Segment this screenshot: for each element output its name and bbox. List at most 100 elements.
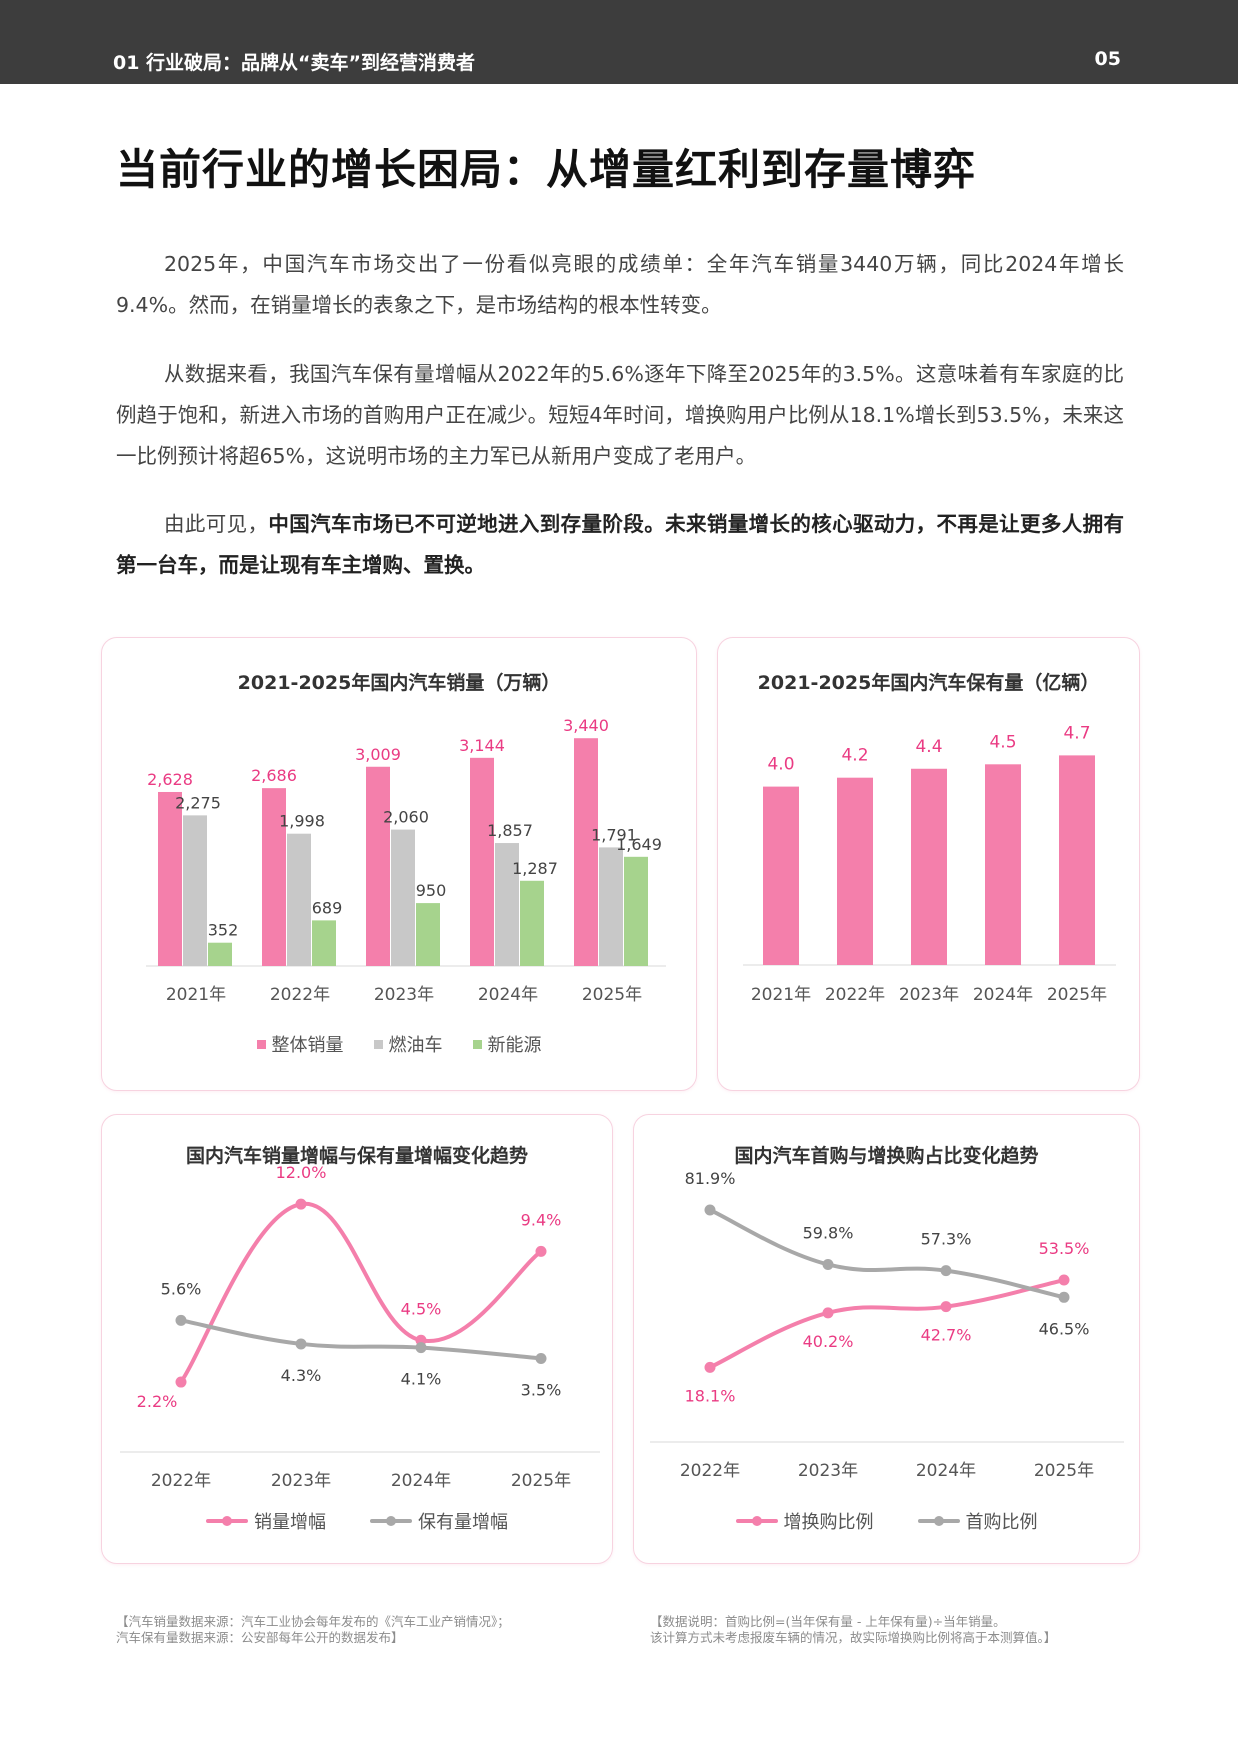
legend-line-sales-growth (206, 1516, 248, 1526)
legend-swatch-ice (373, 1039, 383, 1049)
data-point-sales-growth (295, 1198, 307, 1210)
data-label-repurchase: 18.1% (685, 1386, 736, 1405)
bar-ownership (985, 764, 1021, 965)
data-point-sales-growth (535, 1245, 547, 1257)
page-number: 05 (1094, 48, 1121, 70)
data-point-ownership-growth (535, 1352, 547, 1364)
bar-ice (287, 833, 311, 966)
bar-value-label: 4.2 (841, 746, 868, 766)
legend-label-nev: 新能源 (487, 1035, 542, 1056)
series-line-first-purchase (708, 1207, 1066, 1300)
legend-ice: 燃油车 (373, 1031, 443, 1057)
bar-ownership (837, 777, 873, 965)
ownership-chart-card: 2021-2025年国内汽车保有量（亿辆） 4.0 2021年 4.2 2022年 4.… (717, 637, 1140, 1091)
x-tick-label: 2023年 (271, 1471, 331, 1491)
data-label-first-purchase: 46.5% (1039, 1319, 1090, 1338)
page-header-bar: 01 行业破局：品牌从“卖车”到经营消费者 05 (0, 0, 1238, 84)
data-point-ownership-growth (175, 1314, 187, 1326)
bar-value-label: 3,440 (563, 716, 609, 735)
legend-label-first-purchase: 首购比例 (965, 1512, 1038, 1533)
bar-nev (520, 880, 544, 966)
legend-swatch-nev (472, 1039, 482, 1049)
x-tick-label: 2024年 (391, 1471, 451, 1491)
data-label-sales-growth: 4.5% (401, 1299, 442, 1318)
data-point-sales-growth (175, 1376, 187, 1388)
x-tick-label: 2023年 (798, 1461, 858, 1481)
legend-label-sales-growth: 销量增幅 (254, 1512, 326, 1533)
growth-chart-legend: 销量增幅 保有量增幅 (102, 1508, 612, 1534)
bar-value-label: 4.5 (989, 732, 1016, 752)
bar-ice (495, 843, 519, 966)
series-line-sales-growth (179, 1202, 543, 1385)
data-point-first-purchase (704, 1204, 716, 1216)
bar-value-label: 950 (416, 881, 447, 900)
data-label-ownership-growth: 5.6% (161, 1279, 202, 1298)
data-point-ownership-growth (295, 1338, 307, 1350)
x-tick-label: 2025年 (1047, 985, 1107, 1005)
legend-ownership-growth: 保有量增幅 (370, 1508, 508, 1534)
bar-ice (391, 829, 415, 966)
data-point-first-purchase (1058, 1291, 1070, 1303)
bar-value-label: 1,857 (487, 821, 533, 840)
data-label-sales-growth: 9.4% (521, 1210, 562, 1229)
conclusion-bold: 中国汽车市场已不可逆地进入到存量阶段。未来销量增长的核心驱动力，不再是让更多人拥… (116, 512, 1124, 577)
buyer-ratio-chart-title: 国内汽车首购与增换购占比变化趋势 (734, 1145, 1039, 1167)
bar-nev (624, 856, 648, 966)
paragraph-conclusion: 由此可见，中国汽车市场已不可逆地进入到存量阶段。未来销量增长的核心驱动力，不再是… (116, 504, 1124, 586)
series-line-ownership-growth (179, 1318, 543, 1361)
legend-line-ownership-growth (370, 1516, 412, 1526)
x-tick-label: 2025年 (582, 985, 642, 1005)
legend-label-total: 整体销量 (271, 1035, 344, 1056)
legend-label-repurchase: 增换购比例 (783, 1512, 874, 1533)
sales-bar-chart: 2,628 2,275 352 2021年 2,686 1,998 689 2022年 3,00… (146, 716, 666, 1005)
sales-chart-legend: 整体销量 燃油车 新能源 (102, 1031, 696, 1057)
x-tick-label: 2024年 (916, 1461, 976, 1481)
growth-line-chart: 2.2% 12.0% 4.5% 9.4% 5.6% 4.3% 4.1% 3.5% 2022年 20… (120, 1163, 600, 1491)
bar-ice (599, 847, 623, 966)
x-tick-label: 2021年 (751, 985, 811, 1005)
bar-value-label: 1,649 (616, 835, 662, 854)
buyer-ratio-line-chart: 18.1% 40.2% 42.7% 53.5% 81.9% 59.8% 57.3% 46.5%… (650, 1169, 1124, 1481)
x-tick-label: 2025年 (511, 1471, 571, 1491)
bar-nev (416, 903, 440, 966)
bar-ice (183, 815, 207, 966)
legend-sales-growth: 销量增幅 (206, 1508, 326, 1534)
method-note: 【数据说明：首购比例=(当年保有量 - 上年保有量)÷当年销量。 该计算方式未考… (650, 1614, 1057, 1645)
legend-label-ice: 燃油车 (388, 1035, 443, 1056)
data-point-first-purchase (822, 1258, 834, 1270)
bar-ownership (763, 786, 799, 965)
legend-swatch-total (256, 1039, 266, 1049)
x-tick-label: 2022年 (825, 985, 885, 1005)
x-tick-label: 2024年 (973, 985, 1033, 1005)
paragraph-ownership-trend: 从数据来看，我国汽车保有量增幅从2022年的5.6%逐年下降至2025年的3.5… (116, 362, 1124, 468)
data-label-ownership-growth: 3.5% (521, 1380, 562, 1399)
bar-value-label: 2,275 (175, 793, 221, 812)
bar-value-label: 4.7 (1063, 723, 1090, 743)
x-tick-label: 2024年 (478, 985, 538, 1005)
bar-value-label: 1,998 (279, 812, 325, 831)
data-label-repurchase: 42.7% (921, 1326, 972, 1345)
paragraph-market-overview: 2025年，中国汽车市场交出了一份看似亮眼的成绩单：全年汽车销量3440万辆，同… (116, 252, 1124, 317)
section-title: 01 行业破局：品牌从“卖车”到经营消费者 (113, 52, 476, 74)
legend-nev: 新能源 (472, 1031, 542, 1057)
bar-value-label: 352 (208, 921, 239, 940)
x-tick-label: 2022年 (151, 1471, 211, 1491)
x-tick-label: 2022年 (270, 985, 330, 1005)
legend-repurchase: 增换购比例 (735, 1508, 874, 1534)
bar-total (574, 738, 598, 966)
bar-total (470, 757, 494, 966)
legend-first-purchase: 首购比例 (917, 1508, 1038, 1534)
data-point-ownership-growth (415, 1342, 427, 1354)
bar-nev (312, 920, 336, 966)
x-tick-label: 2021年 (166, 985, 226, 1005)
legend-total: 整体销量 (256, 1031, 344, 1057)
bar-value-label: 3,009 (355, 745, 401, 764)
data-label-ownership-growth: 4.3% (281, 1366, 322, 1385)
ownership-bar-chart: 4.0 2021年 4.2 2022年 4.4 2023年 4.5 2024年 4.7 2025年 (743, 723, 1116, 1005)
x-tick-label: 2022年 (680, 1461, 740, 1481)
data-point-first-purchase (940, 1265, 952, 1277)
data-label-ownership-growth: 4.1% (401, 1370, 442, 1389)
data-label-repurchase: 40.2% (803, 1332, 854, 1351)
bar-value-label: 2,628 (147, 770, 193, 789)
data-label-first-purchase: 81.9% (685, 1169, 736, 1188)
